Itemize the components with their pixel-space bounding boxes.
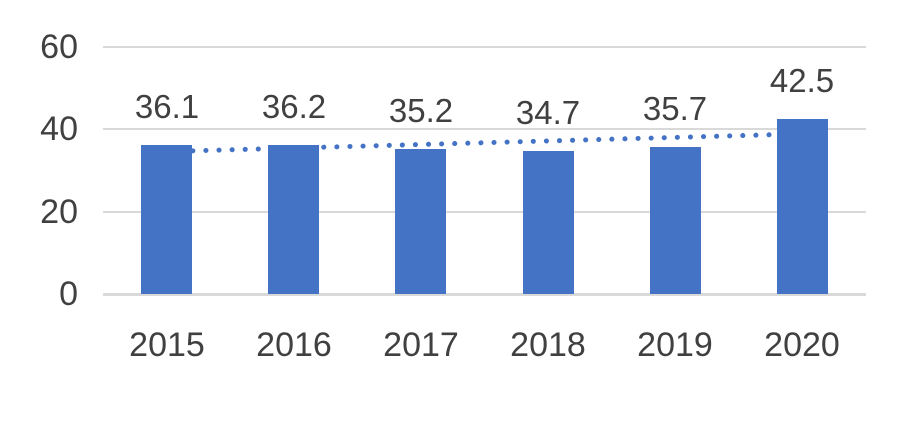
y-tick-label: 0 (59, 275, 78, 313)
gridline-y-0 (103, 293, 866, 296)
x-tick-label: 2017 (383, 326, 459, 364)
bar-value-label: 35.7 (642, 90, 708, 127)
bar-value-label: 35.2 (388, 92, 454, 129)
bar-value-label: 42.5 (769, 62, 835, 99)
bar-value-label: 36.2 (261, 88, 327, 125)
x-tick-label: 2018 (510, 326, 586, 364)
x-tick-label: 2016 (256, 326, 332, 364)
y-tick-label: 20 (40, 193, 78, 231)
bar-2015 (141, 145, 192, 294)
bar-2016 (268, 145, 319, 294)
y-tick-label: 40 (40, 110, 78, 148)
y-tick-label: 60 (40, 28, 78, 66)
x-tick-label: 2020 (764, 326, 840, 364)
bar-value-label: 34.7 (515, 94, 581, 131)
trendline (164, 131, 805, 155)
x-tick-label: 2019 (637, 326, 713, 364)
bar-2019 (650, 147, 701, 294)
x-tick-label: 2015 (129, 326, 205, 364)
gridline-y-40 (103, 128, 866, 130)
gridline-y-20 (103, 211, 866, 213)
bar-2017 (395, 149, 446, 294)
bar-value-label: 36.1 (134, 88, 200, 125)
bar-2018 (523, 151, 574, 294)
gridline-y-60 (103, 46, 866, 48)
bar-2020 (777, 119, 828, 294)
